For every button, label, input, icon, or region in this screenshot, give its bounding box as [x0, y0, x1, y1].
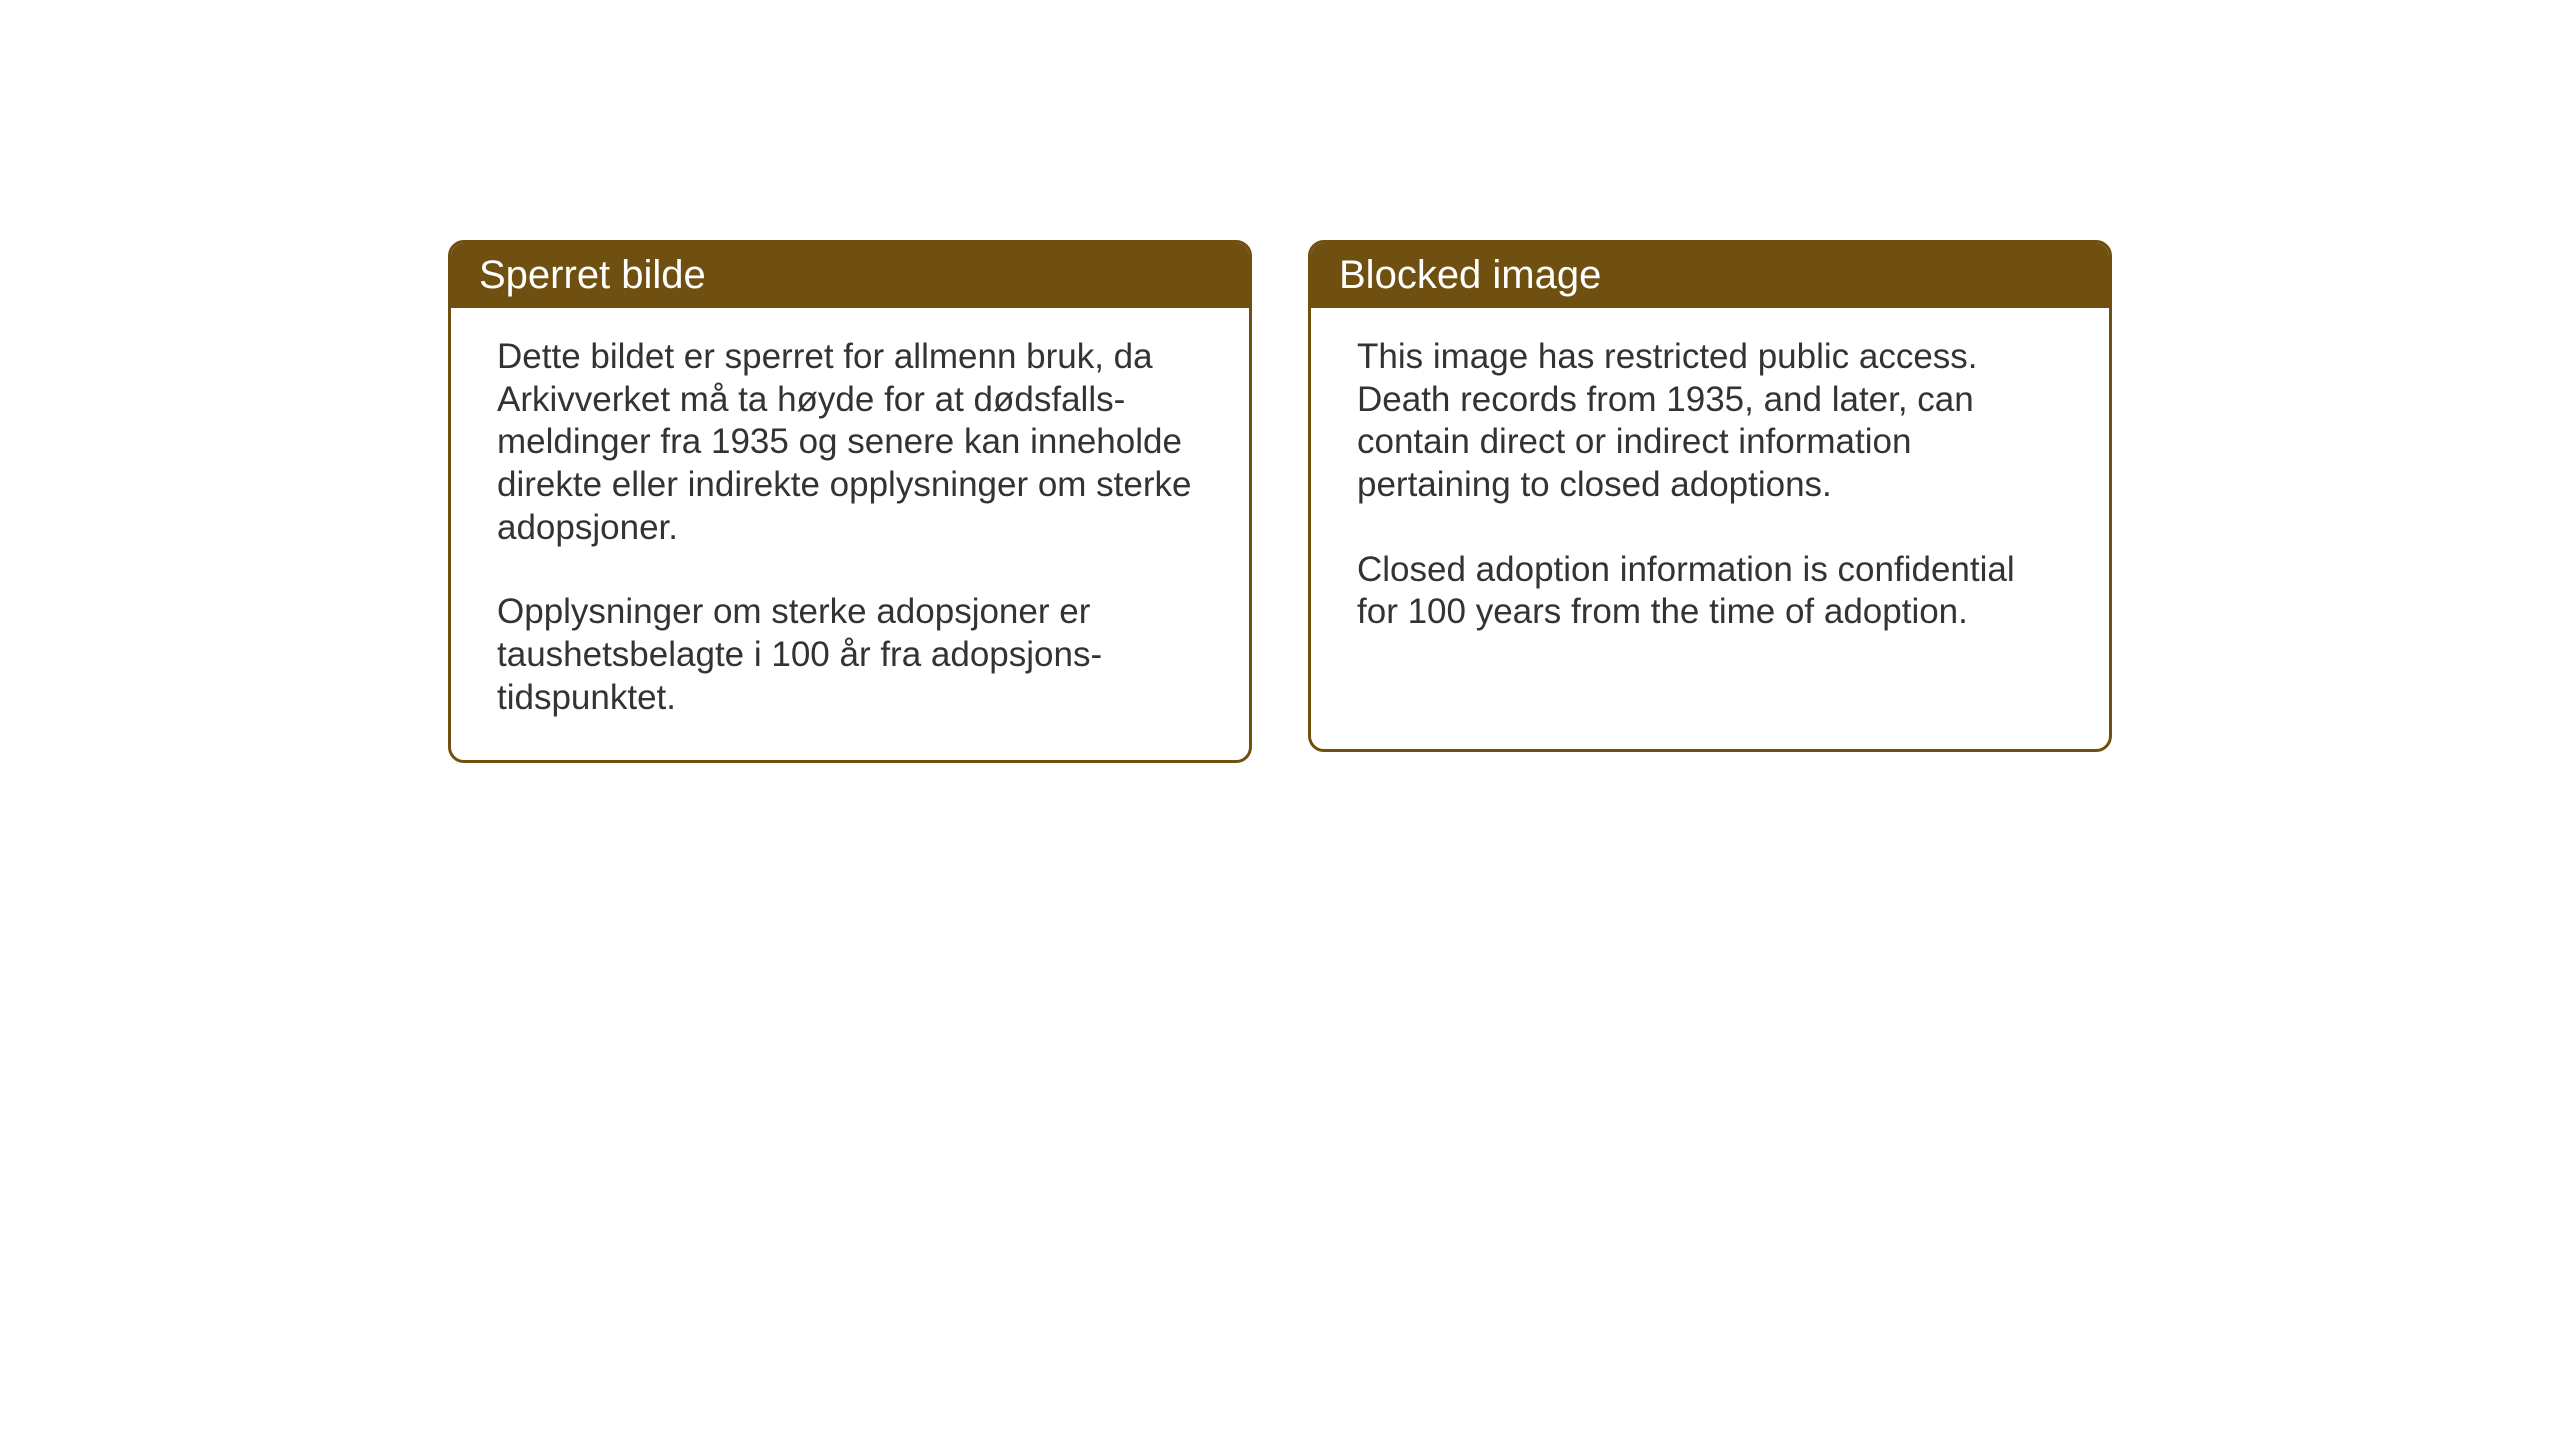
- card-english-title: Blocked image: [1339, 253, 1601, 297]
- card-norwegian-body: Dette bildet er sperret for allmenn bruk…: [451, 308, 1249, 760]
- card-norwegian: Sperret bilde Dette bildet er sperret fo…: [448, 240, 1252, 763]
- card-norwegian-title: Sperret bilde: [479, 253, 706, 297]
- card-norwegian-header: Sperret bilde: [451, 243, 1249, 308]
- card-english-paragraph-2: Closed adoption information is confident…: [1357, 549, 2063, 634]
- card-norwegian-paragraph-2: Opplysninger om sterke adopsjoner er tau…: [497, 591, 1203, 719]
- card-english: Blocked image This image has restricted …: [1308, 240, 2112, 752]
- cards-container: Sperret bilde Dette bildet er sperret fo…: [448, 240, 2112, 763]
- card-english-paragraph-1: This image has restricted public access.…: [1357, 336, 2063, 507]
- card-english-body: This image has restricted public access.…: [1311, 308, 2109, 674]
- card-english-header: Blocked image: [1311, 243, 2109, 308]
- card-norwegian-paragraph-1: Dette bildet er sperret for allmenn bruk…: [497, 336, 1203, 549]
